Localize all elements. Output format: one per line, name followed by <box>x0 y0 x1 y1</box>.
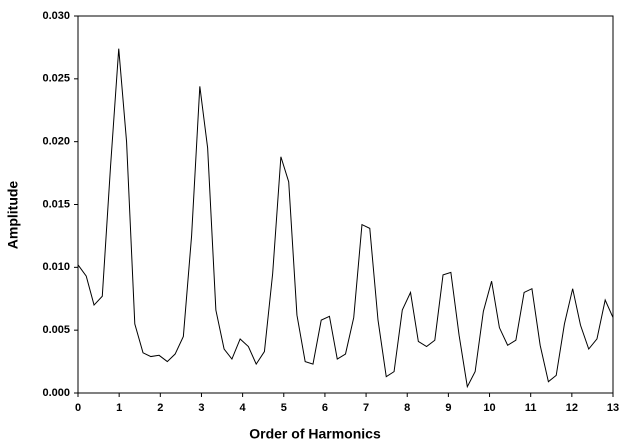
x-axis-title: Order of Harmonics <box>249 426 381 442</box>
x-tick-label: 1 <box>116 402 122 414</box>
x-tick-label: 10 <box>483 402 495 414</box>
y-tick-label: 0.020 <box>42 136 70 148</box>
x-tick-label: 0 <box>75 402 81 414</box>
x-tick-label: 11 <box>525 402 537 414</box>
x-tick-label: 7 <box>363 402 369 414</box>
y-tick-label: 0.025 <box>42 73 70 85</box>
y-tick-label: 0.010 <box>42 261 70 273</box>
x-tick-label: 4 <box>240 402 247 414</box>
x-tick-label: 13 <box>607 402 619 414</box>
y-tick-label: 0.005 <box>42 324 70 336</box>
x-tick-label: 6 <box>322 402 328 414</box>
data-line <box>77 48 614 389</box>
y-tick-label: 0.015 <box>42 198 70 210</box>
x-tick-label: 3 <box>198 402 204 414</box>
x-tick-label: 8 <box>404 402 410 414</box>
y-axis-title: Amplitude <box>5 181 21 250</box>
y-tick-label: 0.000 <box>42 387 70 399</box>
y-tick-label: 0.030 <box>42 10 70 22</box>
x-tick-label: 12 <box>566 402 578 414</box>
plot-frame <box>77 15 614 394</box>
x-tick-label: 5 <box>281 402 287 414</box>
x-tick-label: 2 <box>157 402 163 414</box>
x-tick-label: 9 <box>445 402 451 414</box>
